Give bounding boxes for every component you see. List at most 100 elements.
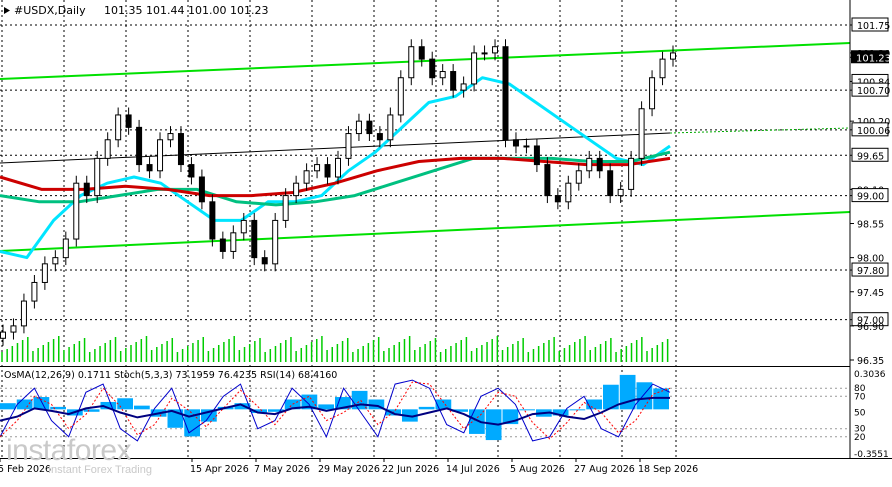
candle [188, 157, 195, 185]
osma-bar [134, 405, 150, 410]
candle [293, 175, 300, 204]
candle-body-down [251, 219, 258, 259]
candle-body-up [355, 120, 362, 135]
candle [198, 169, 205, 210]
candle-body-down [209, 201, 216, 240]
candle-body-down [136, 126, 143, 166]
candle [345, 126, 352, 166]
candle-body-up [345, 133, 352, 159]
price-label-box [851, 188, 889, 203]
candle [335, 150, 341, 185]
stoch-signal-line [0, 381, 671, 440]
price-label: 99.65 [857, 151, 884, 162]
candle [481, 45, 488, 61]
candle [439, 64, 446, 86]
candle-body-up [481, 52, 488, 55]
osma-bar [301, 394, 318, 410]
candle [554, 188, 561, 210]
candle-body-down [83, 182, 90, 197]
candle [659, 51, 666, 86]
price-label: 99.00 [857, 192, 884, 203]
candle [20, 293, 27, 334]
candle [10, 318, 17, 340]
date-label: 14 Jul 2026 [446, 464, 500, 475]
candle-body-down [261, 257, 268, 265]
osma-bar [435, 399, 452, 410]
candle-body-up [94, 157, 101, 197]
price-label-box [851, 312, 889, 327]
candle-body-up [670, 52, 676, 60]
candle-body-up [303, 170, 310, 184]
candle-body-down [188, 164, 195, 178]
candle-body-up [293, 182, 300, 197]
candle-body-up [460, 83, 467, 91]
osma-bar [586, 399, 602, 410]
candle [575, 163, 582, 191]
oscillator-axis-label: 50 [854, 409, 866, 419]
candle-body-up [575, 170, 582, 184]
date-label: 5 Aug 2026 [510, 464, 565, 475]
channel-upper-line [0, 42, 851, 80]
indicator-header: OsMA(12,26,9) 0.1711 Stoch(5,3,3) 73.195… [4, 370, 337, 381]
osma-bar [251, 409, 267, 414]
candle-body-down [366, 120, 373, 135]
candle [523, 138, 530, 154]
osma-bar [452, 409, 468, 412]
candle [324, 157, 331, 185]
candle-body-up [586, 157, 593, 172]
candle-body-up [230, 232, 237, 252]
date-label: 18 Sep 2026 [638, 464, 698, 475]
candle-body-up [492, 46, 499, 54]
candle-body-down [376, 133, 383, 141]
candle-body-up [240, 219, 247, 234]
current-price-label: 101.23 [856, 53, 891, 64]
candle [41, 256, 48, 290]
osma-bar [50, 406, 66, 410]
oscillator-axis-label: 30 [854, 425, 866, 435]
stoch-main-line [0, 379, 671, 442]
price-label: 96.35 [857, 356, 884, 367]
rsi-line [0, 396, 670, 426]
current-price-box [851, 50, 889, 64]
candle [62, 231, 69, 266]
candle [251, 212, 258, 266]
candle [52, 250, 59, 272]
candle-body-up [649, 77, 656, 110]
price-label: 97.80 [857, 266, 884, 277]
candle-body-up [659, 58, 666, 79]
date-label: 29 May 2026 [318, 464, 380, 475]
osma-bar [636, 382, 653, 410]
candle-body-up [115, 114, 122, 141]
osma-bar [268, 409, 284, 412]
date-label: 7 May 2026 [254, 464, 310, 475]
date-label: 27 Aug 2026 [574, 464, 635, 475]
candle-body-up [52, 257, 59, 265]
candle-body-up [565, 182, 572, 203]
ema-mid-line [0, 150, 671, 207]
candle-body-down [596, 157, 603, 172]
candle-body-down [324, 164, 331, 178]
candle [387, 107, 394, 148]
candle [355, 113, 362, 142]
candle-body-up [104, 139, 111, 159]
candle-body-up [62, 238, 69, 259]
candle-body-down [146, 164, 153, 172]
candle-body-up [314, 164, 321, 172]
chart-title: #USDX,Daily [14, 4, 86, 17]
candle [209, 194, 216, 247]
candle [565, 175, 572, 210]
candle-body-down [177, 133, 184, 166]
candle [450, 64, 457, 98]
osma-bar [552, 409, 569, 416]
candle [460, 76, 467, 98]
candle-body-up [397, 77, 404, 116]
candle [533, 138, 540, 173]
candle-body-down [429, 58, 436, 79]
oscillator-axis-label: 80 [854, 384, 866, 394]
candle [261, 250, 268, 272]
osma-bar [184, 409, 200, 437]
date-label: 5 Feb 2026 [0, 464, 51, 475]
candle-body-up [617, 188, 624, 197]
candle [230, 225, 237, 259]
